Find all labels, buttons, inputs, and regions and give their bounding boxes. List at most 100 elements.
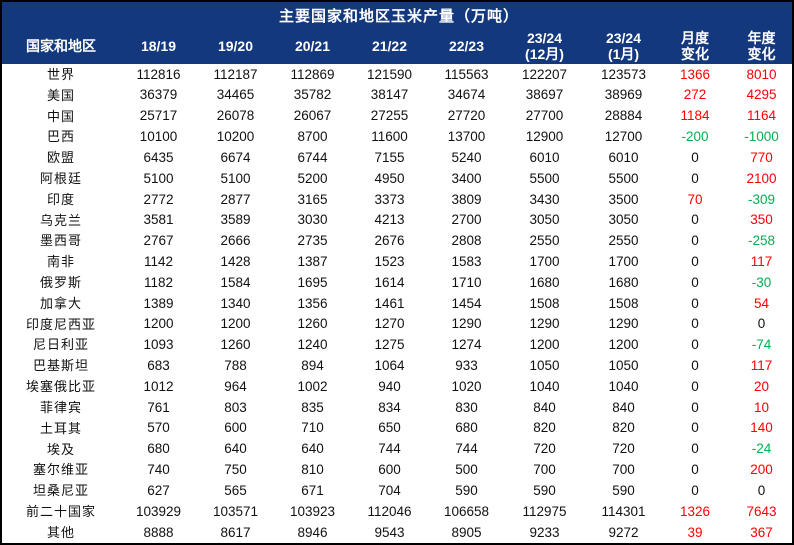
- value-cell: 2808: [428, 230, 505, 252]
- value-cell: 34674: [428, 84, 505, 106]
- monthly-change-cell: 0: [663, 313, 727, 335]
- value-cell: 38697: [505, 84, 584, 106]
- value-cell: 25717: [120, 105, 197, 127]
- country-name-cell: 美国: [2, 84, 120, 106]
- value-cell: 112187: [197, 64, 274, 85]
- value-cell: 2666: [197, 230, 274, 252]
- table-row: 埃塞俄比亚 1012 964 1002 940 1020 1040 1040 0 20: [2, 376, 792, 397]
- monthly-change-cell: 0: [663, 168, 727, 189]
- value-cell: 3165: [274, 188, 351, 210]
- monthly-change-cell: 0: [663, 459, 727, 481]
- column-header-5: 22/23: [428, 28, 505, 64]
- value-cell: 1710: [428, 272, 505, 293]
- country-name-cell: 坦桑尼亚: [2, 480, 120, 502]
- monthly-change-cell: 39: [663, 521, 727, 543]
- value-cell: 570: [120, 417, 197, 439]
- value-cell: 3030: [274, 209, 351, 231]
- value-cell: 8617: [197, 521, 274, 543]
- value-cell: 720: [584, 438, 663, 460]
- value-cell: 1093: [120, 334, 197, 356]
- table-row: 其他 8888 8617 8946 9543 8905 9233 9272 39 367: [2, 521, 792, 543]
- monthly-change-cell: 1326: [663, 501, 727, 522]
- yearly-change-cell: 140: [727, 417, 792, 439]
- value-cell: 2676: [351, 230, 428, 252]
- column-header-2: 19/20: [197, 28, 274, 64]
- value-cell: 34465: [197, 84, 274, 106]
- value-cell: 933: [428, 355, 505, 377]
- value-cell: 1508: [584, 292, 663, 314]
- yearly-change-cell: -74: [727, 334, 792, 356]
- country-name-cell: 尼日利亚: [2, 334, 120, 356]
- value-cell: 2772: [120, 188, 197, 210]
- country-name-cell: 其他: [2, 521, 120, 543]
- value-cell: 704: [351, 480, 428, 502]
- country-name-cell: 埃及: [2, 438, 120, 460]
- value-cell: 650: [351, 417, 428, 439]
- value-cell: 1290: [428, 313, 505, 335]
- monthly-change-cell: 0: [663, 209, 727, 231]
- value-cell: 8888: [120, 521, 197, 543]
- value-cell: 7155: [351, 147, 428, 169]
- value-cell: 1050: [505, 355, 584, 377]
- value-cell: 3373: [351, 188, 428, 210]
- country-name-cell: 俄罗斯: [2, 272, 120, 293]
- monthly-change-cell: 0: [663, 480, 727, 502]
- value-cell: 710: [274, 417, 351, 439]
- value-cell: 112975: [505, 501, 584, 522]
- monthly-change-cell: 0: [663, 230, 727, 252]
- value-cell: 1290: [505, 313, 584, 335]
- value-cell: 114301: [584, 501, 663, 522]
- monthly-change-cell: 0: [663, 272, 727, 293]
- value-cell: 3500: [584, 188, 663, 210]
- value-cell: 2550: [584, 230, 663, 252]
- value-cell: 26078: [197, 105, 274, 127]
- value-cell: 1454: [428, 292, 505, 314]
- value-cell: 1584: [197, 272, 274, 293]
- table-row: 印度 2772 2877 3165 3373 3809 3430 3500 70 -309: [2, 188, 792, 210]
- table-title: 主要国家和地区玉米产量（万吨）: [2, 2, 792, 28]
- title-row: 主要国家和地区玉米产量（万吨）: [2, 2, 792, 28]
- table-row: 世界 112816 112187 112869 121590 115563 122207 12…: [2, 64, 792, 85]
- table-row: 巴基斯坦 683 788 894 1064 933 1050 1050 0 117: [2, 355, 792, 377]
- value-cell: 3809: [428, 188, 505, 210]
- value-cell: 1356: [274, 292, 351, 314]
- country-name-cell: 世界: [2, 64, 120, 85]
- value-cell: 600: [351, 459, 428, 481]
- yearly-change-cell: 54: [727, 292, 792, 314]
- value-cell: 600: [197, 417, 274, 439]
- yearly-change-cell: 117: [727, 355, 792, 377]
- monthly-change-cell: -200: [663, 126, 727, 148]
- value-cell: 1680: [505, 272, 584, 293]
- column-header-7: 23/24 (1月): [584, 28, 663, 64]
- value-cell: 11600: [351, 126, 428, 148]
- value-cell: 1200: [197, 313, 274, 335]
- value-cell: 1428: [197, 251, 274, 273]
- yearly-change-cell: 350: [727, 209, 792, 231]
- monthly-change-cell: 0: [663, 376, 727, 397]
- value-cell: 3050: [505, 209, 584, 231]
- value-cell: 35782: [274, 84, 351, 106]
- value-cell: 683: [120, 355, 197, 377]
- yearly-change-cell: 10: [727, 397, 792, 418]
- table-body: 世界 112816 112187 112869 121590 115563 122207 12…: [2, 64, 792, 543]
- value-cell: 9233: [505, 521, 584, 543]
- value-cell: 27720: [428, 105, 505, 127]
- value-cell: 1012: [120, 376, 197, 397]
- value-cell: 103929: [120, 501, 197, 522]
- value-cell: 1275: [351, 334, 428, 356]
- country-name-cell: 乌克兰: [2, 209, 120, 231]
- yearly-change-cell: -258: [727, 230, 792, 252]
- yearly-change-cell: 200: [727, 459, 792, 481]
- monthly-change-cell: 1184: [663, 105, 727, 127]
- table-row: 坦桑尼亚 627 565 671 704 590 590 590 0 0: [2, 480, 792, 502]
- country-name-cell: 印度尼西亚: [2, 313, 120, 335]
- value-cell: 5500: [505, 168, 584, 189]
- value-cell: 744: [351, 438, 428, 460]
- column-header-6: 23/24 (12月): [505, 28, 584, 64]
- value-cell: 10200: [197, 126, 274, 148]
- table-row: 前二十国家 103929 103571 103923 112046 106658 11297…: [2, 501, 792, 522]
- value-cell: 1064: [351, 355, 428, 377]
- country-name-cell: 土耳其: [2, 417, 120, 439]
- yearly-change-cell: 1164: [727, 105, 792, 127]
- value-cell: 640: [274, 438, 351, 460]
